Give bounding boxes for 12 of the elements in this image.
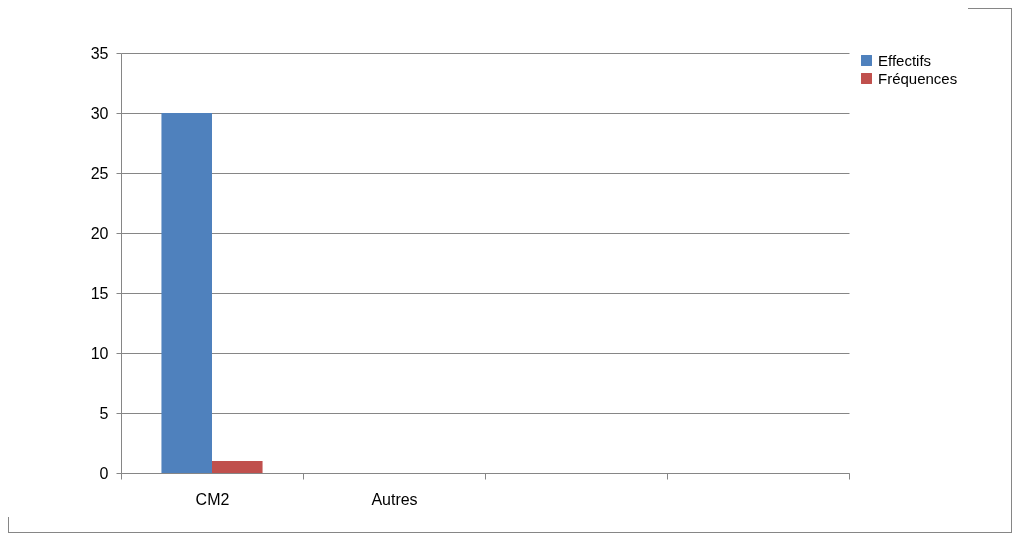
x-tick-label: Autres (371, 490, 418, 508)
y-tick-label: 20 (90, 224, 109, 242)
y-tick-label: 5 (99, 404, 109, 422)
y-tick-label: 10 (90, 344, 109, 362)
y-tick-label: 15 (90, 284, 109, 302)
y-tick-label: 0 (99, 464, 109, 482)
x-tick-label: CM2 (195, 490, 230, 508)
legend-label: Effectifs (878, 51, 932, 69)
y-tick-label: 35 (90, 44, 109, 62)
y-tick-label: 30 (90, 104, 109, 122)
legend-label: Fréquences (878, 69, 958, 87)
y-tick-label: 25 (90, 164, 109, 182)
